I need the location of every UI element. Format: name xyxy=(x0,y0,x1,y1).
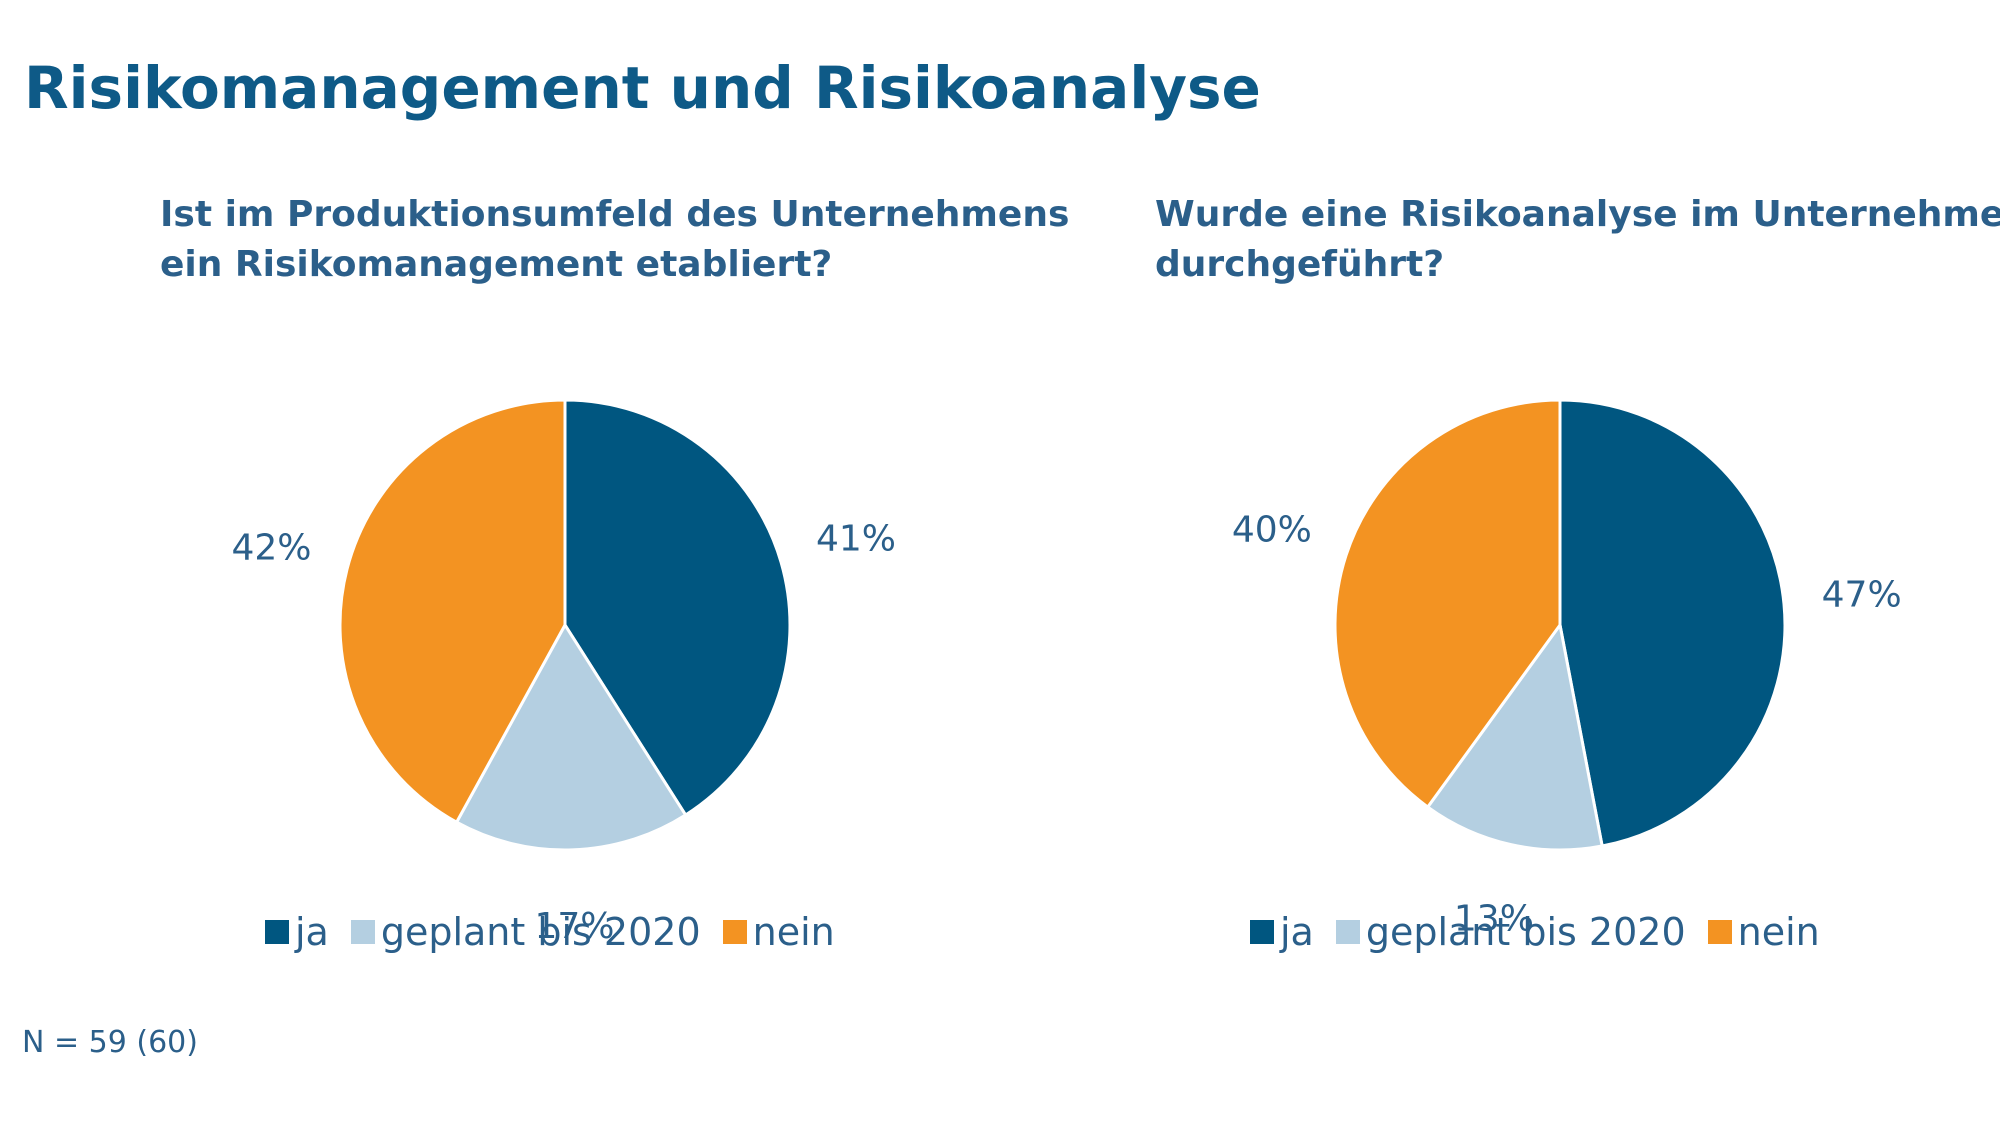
pie-slice-nein xyxy=(338,398,567,824)
pie-slice-geplant-bis-2020 xyxy=(455,623,688,852)
sample-size-note: N = 59 (60) xyxy=(22,1025,198,1060)
legend-swatch-nein xyxy=(722,920,747,944)
pie-label-geplant-bis-2020: 13% xyxy=(1454,899,1534,940)
legend-label-ja: ja xyxy=(1280,910,1314,954)
legend-item-ja: ja xyxy=(1250,910,1314,954)
legend-item-nein: nein xyxy=(722,910,835,954)
pie-label-ja: 47% xyxy=(1822,574,1902,615)
pie-label-nein: 40% xyxy=(1232,509,1312,550)
chart-title-line-2: ein Risikomanagement etabliert? xyxy=(160,244,833,285)
chart-panel-risikoanalyse: Wurde eine Risikoanalyse im Unternehmen … xyxy=(995,190,2000,990)
legend-label-nein: nein xyxy=(752,910,835,954)
chart-title: Ist im Produktionsumfeld des Unternehmen… xyxy=(160,190,1070,290)
pie-label-geplant-bis-2020: 17% xyxy=(535,906,615,947)
pie-slice-ja xyxy=(1558,398,1787,848)
chart-title-line-1: Ist im Produktionsumfeld des Unternehmen… xyxy=(160,194,1070,235)
legend-swatch-ja xyxy=(1250,920,1274,944)
legend-item-nein: nein xyxy=(1707,910,1820,954)
pie-slice-nein xyxy=(1333,398,1562,809)
legend-label-geplant: geplant bis 2020 xyxy=(1365,910,1686,954)
pie-chart-risikomanagement: 41% 17% 42% xyxy=(232,398,896,947)
legend-swatch-geplant xyxy=(1335,920,1360,944)
legend-swatch-nein xyxy=(1707,920,1732,944)
legend-swatch-ja xyxy=(265,920,289,944)
pie-slice-geplant-bis-2020 xyxy=(1426,623,1604,852)
legend-label-ja: ja xyxy=(295,910,329,954)
pie-label-nein: 42% xyxy=(232,528,312,569)
legend-item-geplant: geplant bis 2020 xyxy=(350,910,701,954)
pie-chart-risikoanalyse: 47% 13% 40% xyxy=(1232,398,1902,940)
chart-title-line-1: Wurde eine Risikoanalyse im Unternehmen xyxy=(1155,194,2000,235)
legend: ja geplant bis 2020 nein xyxy=(1250,910,1842,954)
pie-label-ja: 41% xyxy=(816,518,896,559)
legend-label-geplant: geplant bis 2020 xyxy=(380,910,701,954)
legend-item-ja: ja xyxy=(265,910,329,954)
chart-title-line-2: durchgeführt? xyxy=(1155,244,1445,285)
legend: ja geplant bis 2020 nein xyxy=(265,910,857,954)
legend-label-nein: nein xyxy=(1737,910,1820,954)
page-title: Risikomanagement und Risikoanalyse xyxy=(24,54,1261,122)
legend-swatch-geplant xyxy=(350,920,375,944)
chart-title: Wurde eine Risikoanalyse im Unternehmen … xyxy=(1155,190,2000,290)
legend-item-geplant: geplant bis 2020 xyxy=(1335,910,1686,954)
chart-panel-risikomanagement: Ist im Produktionsumfeld des Unternehmen… xyxy=(0,190,1069,990)
